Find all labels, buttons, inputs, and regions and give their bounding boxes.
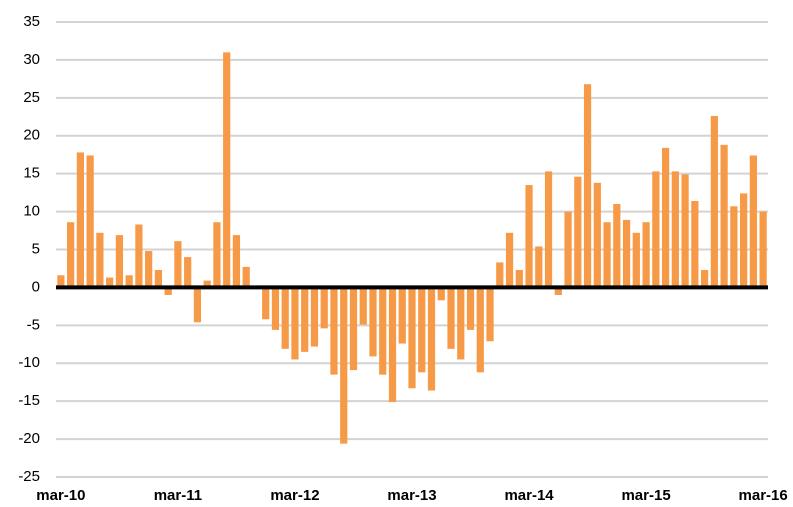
bar bbox=[661, 147, 670, 288]
bar bbox=[154, 269, 163, 288]
bar bbox=[740, 193, 748, 288]
bar bbox=[340, 287, 348, 444]
y-tick-label: 25 bbox=[23, 89, 40, 106]
bar bbox=[583, 84, 592, 288]
bar bbox=[759, 211, 767, 288]
bar bbox=[330, 287, 338, 375]
bar bbox=[700, 269, 709, 288]
bar bbox=[213, 222, 221, 288]
bar bbox=[603, 222, 611, 288]
bar bbox=[535, 246, 543, 288]
bar bbox=[349, 287, 358, 371]
y-tick-label: -25 bbox=[18, 468, 40, 485]
y-tick-label: 10 bbox=[23, 203, 40, 220]
bar bbox=[359, 287, 367, 325]
bar bbox=[379, 287, 387, 375]
y-tick-label: -10 bbox=[18, 354, 40, 371]
y-tick-label: -20 bbox=[18, 430, 40, 447]
bar bbox=[262, 287, 270, 320]
bar bbox=[301, 287, 309, 352]
bar bbox=[115, 235, 124, 288]
bar bbox=[76, 152, 84, 288]
y-tick-label: -15 bbox=[18, 392, 40, 409]
bar bbox=[457, 287, 465, 360]
x-tick-label: mar-15 bbox=[621, 487, 670, 504]
bar bbox=[593, 182, 601, 288]
bar bbox=[564, 211, 572, 288]
bar bbox=[320, 287, 328, 329]
bar bbox=[291, 287, 299, 360]
bar bbox=[145, 251, 153, 288]
y-tick-label: 5 bbox=[32, 240, 40, 257]
bar bbox=[67, 222, 75, 288]
bar bbox=[281, 287, 289, 349]
bar bbox=[466, 287, 475, 330]
bar bbox=[691, 200, 699, 288]
bar bbox=[223, 52, 231, 288]
bar bbox=[310, 287, 319, 347]
bar bbox=[193, 287, 202, 323]
bar bbox=[642, 222, 650, 288]
bar bbox=[398, 287, 406, 344]
x-tick-label: mar-16 bbox=[739, 487, 788, 504]
x-tick-label: mar-11 bbox=[154, 487, 202, 504]
bar bbox=[125, 275, 133, 288]
bar bbox=[135, 224, 143, 288]
y-tick-label: 20 bbox=[23, 127, 40, 144]
x-tick-label: mar-14 bbox=[504, 487, 554, 504]
bar bbox=[525, 185, 533, 288]
bar bbox=[447, 287, 455, 349]
bar bbox=[574, 176, 582, 288]
bar bbox=[632, 232, 640, 288]
y-tick-label: 0 bbox=[32, 278, 40, 295]
x-tick-label: mar-13 bbox=[387, 487, 436, 504]
bar bbox=[730, 206, 738, 288]
y-tick-label: 35 bbox=[23, 13, 40, 30]
bar bbox=[369, 287, 377, 357]
x-tick-label: mar-10 bbox=[36, 487, 85, 504]
bar bbox=[388, 287, 397, 402]
bar bbox=[496, 262, 504, 288]
bar bbox=[720, 144, 728, 288]
bar bbox=[427, 287, 436, 391]
bar bbox=[710, 116, 718, 288]
bar bbox=[476, 287, 484, 373]
y-tick-label: 30 bbox=[23, 51, 40, 68]
x-tick-label: mar-12 bbox=[270, 487, 319, 504]
bar bbox=[57, 275, 65, 288]
bar bbox=[544, 171, 553, 288]
bar bbox=[622, 219, 631, 288]
bar bbox=[671, 171, 679, 288]
bar bbox=[505, 232, 514, 288]
bar bbox=[408, 287, 416, 389]
bar bbox=[681, 174, 689, 288]
bar bbox=[652, 171, 660, 288]
bar bbox=[242, 266, 250, 288]
bar bbox=[232, 235, 241, 288]
y-tick-label: 15 bbox=[23, 165, 40, 182]
bar bbox=[437, 287, 445, 301]
bar bbox=[106, 277, 114, 288]
bar bbox=[184, 257, 192, 288]
bar bbox=[554, 287, 562, 295]
bar bbox=[486, 287, 494, 342]
bar bbox=[174, 241, 182, 288]
bar bbox=[515, 269, 523, 288]
bar bbox=[86, 155, 94, 288]
bar bbox=[96, 232, 104, 288]
bar bbox=[613, 204, 621, 288]
bar bbox=[418, 287, 426, 373]
bar bbox=[164, 287, 172, 295]
bar bbox=[749, 155, 757, 288]
y-tick-label: -5 bbox=[27, 316, 40, 333]
bar bbox=[203, 280, 211, 288]
bar bbox=[271, 287, 280, 330]
